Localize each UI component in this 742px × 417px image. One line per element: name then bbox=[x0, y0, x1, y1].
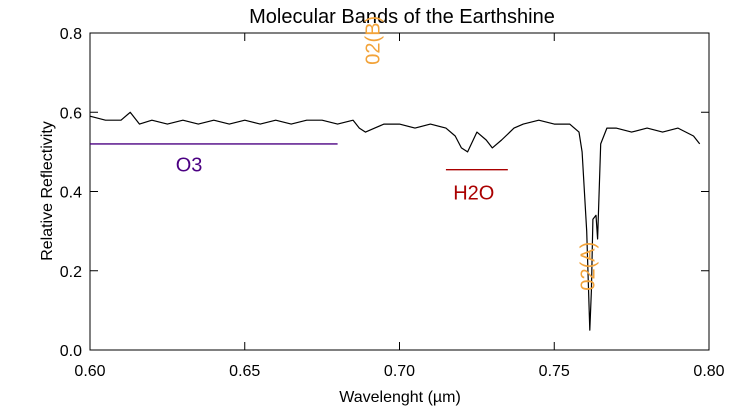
y-tick-label: 0.0 bbox=[60, 343, 82, 360]
x-tick-label: 0.70 bbox=[384, 363, 415, 380]
x-tick-label: 0.75 bbox=[539, 363, 570, 380]
chart-title: Molecular Bands of the Earthshine bbox=[249, 6, 555, 28]
x-tick-label: 0.80 bbox=[693, 363, 724, 380]
x-axis-label: Wavelenght (µm) bbox=[339, 389, 461, 406]
annotation-layer: O3 H2O 02(B) 02(A) bbox=[90, 16, 600, 291]
y-tick-label: 0.2 bbox=[60, 264, 82, 281]
y-axis-label: Relative Reflectivity bbox=[39, 121, 56, 261]
y-tick-label: 0.6 bbox=[60, 105, 82, 122]
x-tick-label: 0.60 bbox=[74, 363, 105, 380]
band-annotation-label: H2O bbox=[453, 182, 494, 204]
x-axis: 0.60 0.65 0.70 0.75 0.80 bbox=[74, 33, 725, 380]
band-annotation-label: 02(A) bbox=[578, 242, 600, 291]
band-annotation-label: O3 bbox=[176, 155, 203, 177]
y-tick-label: 0.4 bbox=[60, 185, 82, 202]
reflectivity-series-line bbox=[89, 111, 701, 331]
y-tick-label: 0.8 bbox=[60, 26, 82, 43]
band-annotation-label: 02(B) bbox=[363, 16, 385, 65]
x-tick-label: 0.65 bbox=[229, 363, 260, 380]
plot-frame bbox=[89, 32, 710, 351]
series-layer bbox=[89, 111, 701, 331]
y-axis: 0.0 0.2 0.4 0.6 0.8 bbox=[60, 26, 709, 360]
